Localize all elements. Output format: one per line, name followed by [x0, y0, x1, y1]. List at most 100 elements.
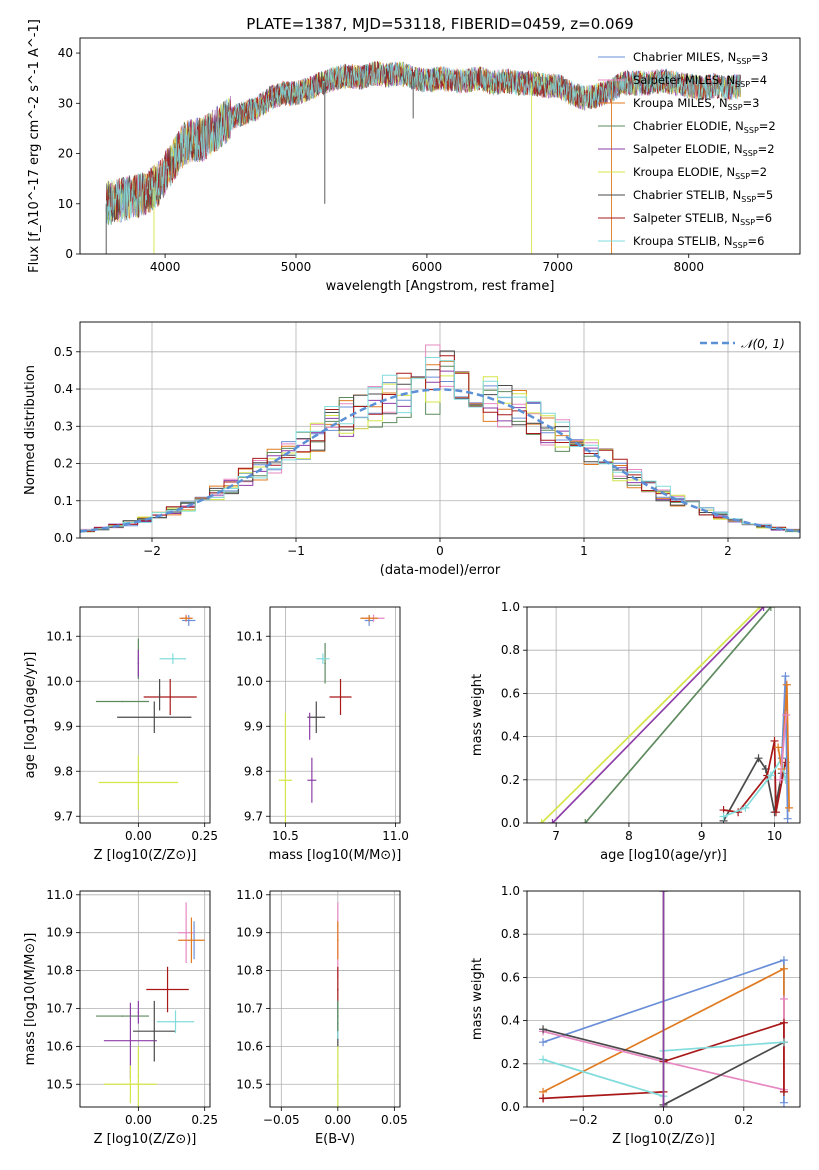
y-tick-label: 0.2	[501, 1057, 520, 1071]
data-point	[174, 1020, 177, 1023]
y-tick-label: 10.1	[46, 629, 73, 643]
y-tick-label: 10.8	[46, 964, 73, 978]
y-tick-label: 20	[58, 147, 73, 161]
x-axis-label: Z [log10(Z/Z⊙)]	[94, 1132, 197, 1147]
plus-marker	[779, 1038, 788, 1047]
plus-marker	[539, 1025, 548, 1034]
x-tick-label: 0.00	[125, 829, 152, 843]
plus-marker	[779, 1098, 788, 1107]
x-tick-label: 10	[767, 829, 782, 843]
y-tick-label: 9.7	[54, 809, 73, 823]
plot-area	[80, 322, 800, 538]
plus-marker	[537, 819, 546, 823]
x-axis-label: age [log10(age/yr)]	[600, 848, 727, 863]
data-point	[322, 657, 324, 660]
data-point	[368, 617, 370, 620]
x-tick-label: −0.05	[263, 1113, 300, 1127]
plus-marker	[659, 1103, 668, 1107]
gaussian-curve	[80, 388, 800, 533]
weight-line-salpeter-stelib	[723, 740, 787, 814]
panel-age_vs_mass: 10.5 11.0 9.7 9.8 9.9 10.0 10.1 mass [log10(M/M…	[236, 606, 409, 863]
legend-label: Kroupa MILES, NSSP=3	[633, 96, 759, 112]
panel-mass_vs_EBV: −0.05 0.00 0.05 10.5 10.6 10.7 10.8 10.9 11.0 E(B…	[236, 888, 407, 1147]
plus-marker	[659, 891, 668, 895]
y-tick-label: 30	[58, 96, 73, 110]
plot-area	[270, 607, 400, 823]
x-tick-label: 0.25	[191, 829, 218, 843]
x-tick-label: 0.05	[381, 1113, 408, 1127]
axes-frame	[269, 890, 401, 1108]
plot-area	[80, 607, 210, 823]
x-tick-label: 11.0	[382, 829, 409, 843]
y-tick-label: 10.6	[236, 1039, 263, 1053]
y-tick-label: 9.8	[244, 764, 263, 778]
plus-marker	[783, 814, 792, 823]
panel-mass_vs_Z: 0.00 0.25 10.5 10.6 10.7 10.8 10.9 11.0 Z [log10…	[23, 888, 218, 1147]
panel-residual_hist: −2 −1 0 1 2 0.0 0.1 0.2 0.3 0.4 0.5 (data-model)/er…	[23, 321, 801, 578]
x-axis-label: Z [log10(Z/Z⊙)]	[612, 1132, 715, 1147]
y-tick-label: 11.0	[46, 888, 73, 902]
data-point	[187, 619, 190, 622]
legend-label: Chabrier STELIB, NSSP=5	[633, 188, 773, 204]
weight-line-chabrier-elodie	[584, 607, 772, 823]
data-point	[158, 693, 161, 696]
y-axis-label: mass [log10(M/M⊙)]	[23, 933, 38, 1066]
data-point	[337, 1075, 339, 1078]
y-tick-label: 0.4	[501, 1014, 520, 1028]
data-point	[153, 716, 156, 719]
plot-area	[80, 891, 210, 1107]
y-tick-label: 0.4	[501, 730, 520, 744]
data-point	[129, 1039, 132, 1042]
x-tick-label: −1	[287, 544, 305, 558]
spectrum-legend: Chabrier MILES, NSSP=3 Salpeter MILES, NS…	[598, 50, 776, 250]
plus-marker	[774, 743, 783, 752]
plot-area	[105, 60, 742, 254]
plus-marker	[779, 1087, 788, 1096]
y-tick-label: 10.6	[46, 1039, 73, 1053]
plus-marker	[539, 1055, 548, 1064]
x-tick-label: 0	[436, 544, 444, 558]
plus-marker	[581, 819, 590, 823]
panel-spectrum: 4000 5000 6000 7000 8000 0 10 20 30 40 wavelength …	[27, 19, 801, 294]
axes-frame	[526, 890, 801, 1108]
axes-frame	[526, 606, 801, 824]
x-tick-label: 5000	[281, 260, 312, 274]
data-point	[121, 1015, 124, 1017]
y-tick-label: 0.8	[501, 927, 520, 941]
weight-line-salpeter-miles	[779, 714, 788, 780]
data-point	[137, 662, 140, 665]
axes-frame	[269, 606, 401, 824]
data-point	[337, 1015, 339, 1017]
data-point	[308, 725, 311, 728]
plus-marker	[719, 812, 728, 821]
plus-marker	[741, 803, 750, 812]
histogram-kroupa-stelib	[80, 357, 800, 533]
y-tick-label: 10	[58, 197, 73, 211]
spectrum-line-kroupa-stelib	[105, 62, 742, 225]
y-tick-label: 9.9	[244, 719, 263, 733]
y-axis-label: Flux [f_λ10^-17 erg cm^-2 s^-1 A^-1]	[27, 19, 42, 273]
y-tick-label: 0.8	[501, 643, 520, 657]
x-axis-label: Z [log10(Z/Z⊙)]	[94, 848, 197, 863]
plus-marker	[782, 680, 791, 689]
data-point	[121, 700, 124, 703]
data-point	[129, 1083, 132, 1086]
panels: 4000 5000 6000 7000 8000010203040wavelength …	[23, 19, 801, 1147]
plus-marker	[781, 672, 790, 681]
plot-area	[270, 891, 400, 1107]
x-axis-label: E(B-V)	[315, 1132, 355, 1147]
plus-marker	[754, 754, 763, 763]
x-tick-label: 1	[580, 544, 588, 558]
x-tick-label: 7	[552, 829, 560, 843]
panel-age_vs_Z: 0.00 0.25 9.7 9.8 9.9 10.0 10.1 Z [log10(Z/Z⊙)]…	[23, 606, 218, 863]
x-tick-label: −2	[143, 544, 161, 558]
plot-area	[527, 607, 800, 823]
x-axis-label: (data-model)/error	[380, 563, 501, 578]
y-tick-label: 0.6	[501, 686, 520, 700]
y-tick-label: 0.2	[54, 457, 73, 471]
x-tick-label: 0.00	[324, 1113, 351, 1127]
y-tick-label: 0.3	[54, 419, 73, 433]
data-point	[311, 779, 313, 782]
data-point	[337, 988, 339, 991]
data-point	[284, 779, 287, 782]
